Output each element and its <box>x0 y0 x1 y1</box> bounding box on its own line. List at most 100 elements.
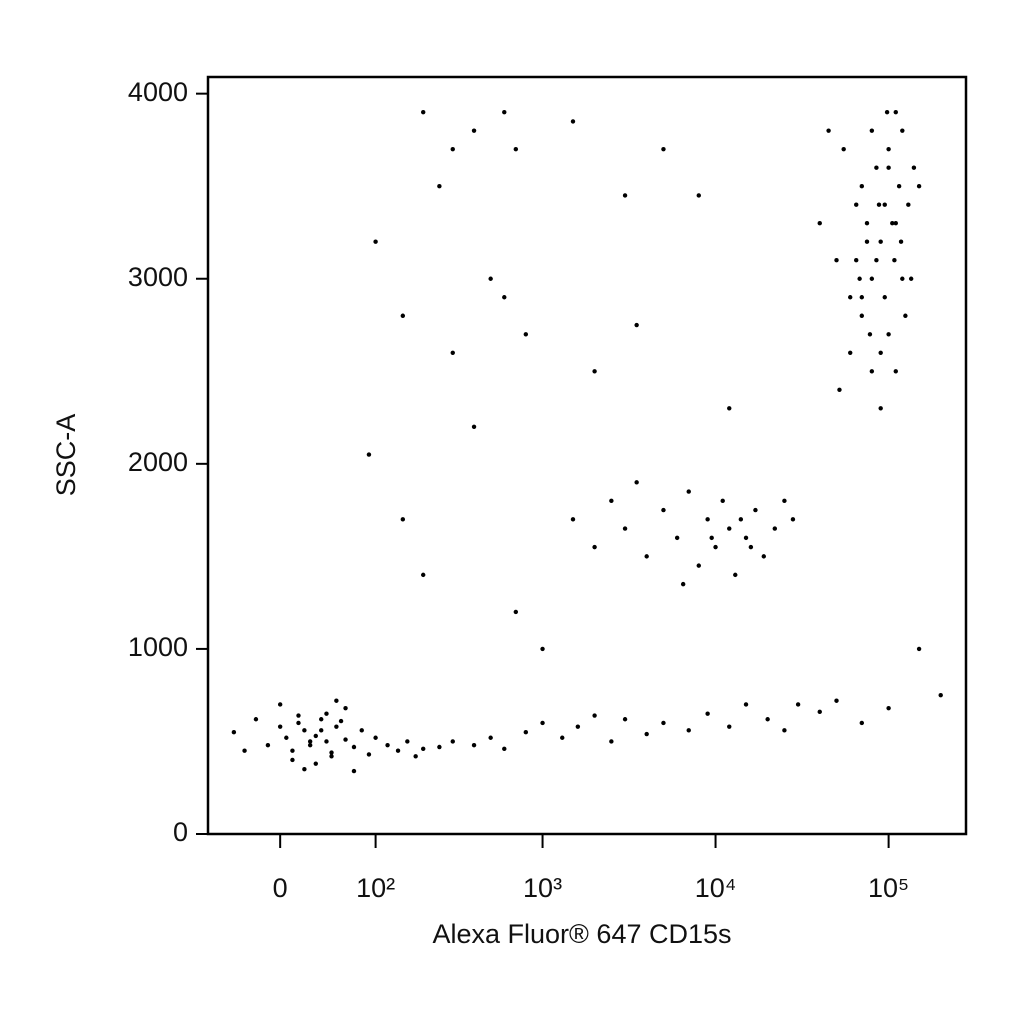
data-point <box>634 322 639 328</box>
data-point <box>575 724 581 729</box>
data-point <box>560 735 565 740</box>
data-point <box>313 761 318 766</box>
data-point <box>869 369 875 374</box>
data-point <box>854 202 859 207</box>
data-point <box>373 239 378 244</box>
data-point <box>911 165 917 170</box>
data-point <box>916 646 922 652</box>
data-point <box>513 609 519 615</box>
data-point <box>351 768 357 774</box>
data-point <box>502 295 507 300</box>
data-point <box>513 146 519 152</box>
data-point <box>351 744 357 750</box>
data-point <box>644 731 649 737</box>
data-point <box>886 332 891 337</box>
data-point <box>502 109 507 115</box>
data-point <box>319 717 324 722</box>
data-point <box>540 720 545 726</box>
data-point <box>869 128 875 133</box>
data-point <box>782 498 787 504</box>
data-point <box>413 754 418 759</box>
data-point <box>854 258 859 263</box>
data-point <box>324 711 329 716</box>
data-point <box>765 717 770 722</box>
data-point <box>450 350 455 355</box>
x-tick-label: 10² <box>356 873 395 903</box>
data-point <box>471 742 477 748</box>
data-point <box>743 702 749 707</box>
data-point <box>437 184 442 189</box>
x-tick-label: 0 <box>273 873 288 903</box>
data-point <box>523 730 529 735</box>
data-point <box>727 724 732 729</box>
data-point <box>882 295 887 300</box>
y-tick-label: 1000 <box>128 632 188 662</box>
data-point <box>782 728 787 733</box>
data-point <box>395 748 401 753</box>
y-tick-label: 4000 <box>128 77 188 107</box>
data-point <box>938 692 943 698</box>
data-point <box>772 526 778 531</box>
data-point <box>908 276 914 281</box>
data-point <box>882 202 887 207</box>
data-point <box>661 507 666 513</box>
data-point <box>296 720 301 726</box>
data-point <box>727 406 732 411</box>
plot-frame <box>206 75 968 836</box>
data-point <box>253 717 259 722</box>
data-point <box>421 572 426 578</box>
data-point <box>893 369 898 374</box>
x-axis-label: Alexa Fluor® 647 CD15s <box>432 919 731 949</box>
data-point <box>471 424 477 430</box>
data-point <box>890 221 895 226</box>
data-point <box>727 526 732 531</box>
data-point <box>385 742 390 748</box>
data-point <box>450 146 455 152</box>
data-point <box>661 146 666 152</box>
x-tick-label: 10⁵ <box>868 873 909 903</box>
data-point <box>296 713 301 718</box>
data-point <box>592 713 597 718</box>
data-point <box>834 258 839 263</box>
data-point <box>705 517 710 522</box>
data-point <box>400 313 406 318</box>
data-point <box>898 239 904 244</box>
y-tick-label: 2000 <box>128 447 188 477</box>
data-point <box>307 742 313 748</box>
data-point <box>867 332 873 337</box>
data-point <box>738 517 744 522</box>
data-point <box>290 748 295 753</box>
data-point <box>876 202 882 207</box>
data-point <box>277 702 283 707</box>
data-point <box>900 128 905 133</box>
data-point <box>343 737 348 742</box>
data-point <box>709 535 714 541</box>
data-point <box>570 119 576 124</box>
data-point <box>523 332 529 337</box>
y-tick-label: 3000 <box>128 262 188 292</box>
data-point <box>878 350 883 355</box>
data-point <box>231 730 237 735</box>
data-point <box>570 517 576 522</box>
data-point <box>592 369 597 374</box>
data-point <box>290 757 295 763</box>
data-point <box>373 735 378 740</box>
data-point <box>592 544 597 550</box>
data-point <box>540 646 545 652</box>
data-point <box>302 767 307 772</box>
data-point <box>893 221 898 226</box>
data-point <box>696 193 701 198</box>
data-point <box>761 554 766 559</box>
data-point <box>696 563 701 568</box>
data-point <box>896 184 902 189</box>
data-point <box>680 581 686 587</box>
data-point <box>343 705 348 711</box>
data-point <box>471 128 477 133</box>
data-point <box>874 165 879 170</box>
data-point <box>265 742 271 748</box>
data-point <box>242 748 247 753</box>
data-point <box>859 720 865 726</box>
data-point <box>622 717 628 722</box>
data-point <box>329 750 334 755</box>
